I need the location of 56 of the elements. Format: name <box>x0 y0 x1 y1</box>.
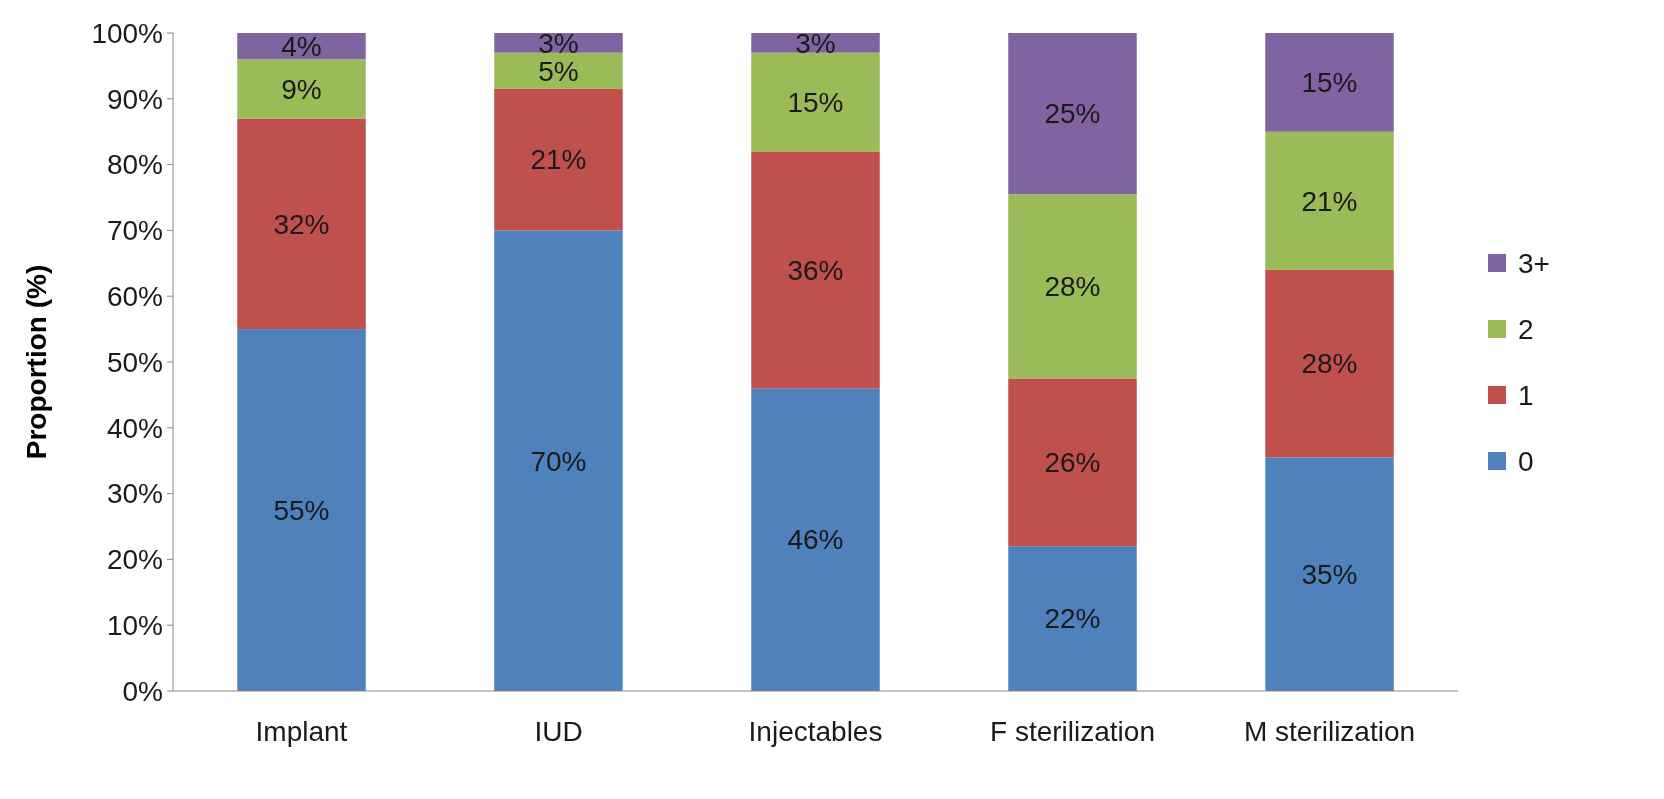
data-label: 9% <box>281 73 322 105</box>
bar <box>237 329 366 691</box>
data-label: 35% <box>1301 559 1358 591</box>
y-tick-label: 60% <box>106 281 163 312</box>
x-tick-label: M sterilization <box>1243 716 1416 747</box>
data-label: 26% <box>1044 447 1101 479</box>
y-tick-label: 0% <box>122 675 163 707</box>
data-label: 3% <box>795 27 836 59</box>
y-tick-label: 10% <box>106 610 163 641</box>
data-label: 36% <box>787 254 844 286</box>
data-label: 15% <box>1301 67 1358 99</box>
x-tick-label: Injectables <box>748 716 883 747</box>
bar <box>237 118 366 330</box>
legend-label: 0 <box>1518 445 1534 477</box>
bar <box>751 388 880 691</box>
data-label: 28% <box>1044 271 1101 303</box>
bar <box>1265 131 1394 270</box>
bar <box>1008 194 1137 379</box>
bar <box>494 230 623 691</box>
y-tick-label: 100% <box>91 17 163 49</box>
y-tick-label: 70% <box>106 215 163 247</box>
data-label: 21% <box>530 144 587 176</box>
bar <box>1265 457 1394 691</box>
data-label: 25% <box>1044 98 1101 130</box>
bar <box>1008 378 1137 547</box>
x-tick-label: IUD <box>534 716 583 747</box>
data-label: 70% <box>530 445 587 477</box>
data-label: 21% <box>1301 185 1358 217</box>
data-label: 4% <box>281 30 322 62</box>
data-label: 46% <box>787 524 844 556</box>
data-label: 15% <box>787 86 844 118</box>
data-label: 28% <box>1301 348 1358 380</box>
y-tick-label: 80% <box>106 149 163 181</box>
bar <box>237 59 366 119</box>
bar <box>1008 33 1137 195</box>
x-tick-label: Implant <box>255 716 348 747</box>
bar <box>494 52 623 89</box>
bar <box>1008 546 1137 691</box>
bar <box>1265 269 1394 458</box>
bar <box>751 52 880 152</box>
y-axis-title: Proportion (%) <box>21 264 52 460</box>
data-label: 22% <box>1044 603 1101 635</box>
y-tick-label: 20% <box>106 544 163 576</box>
bar <box>1265 33 1394 132</box>
y-tick-label: 90% <box>106 83 163 115</box>
y-tick-label: 50% <box>106 346 163 378</box>
y-tick-label: 40% <box>106 412 163 444</box>
legend-label: 3+ <box>1518 247 1550 279</box>
data-label: 55% <box>273 494 330 526</box>
legend-label: 2 <box>1518 313 1534 345</box>
data-label: 32% <box>273 208 330 240</box>
legend-label: 1 <box>1518 379 1534 411</box>
bar <box>751 151 880 389</box>
y-tick-label: 30% <box>106 478 163 510</box>
x-tick-label: F sterilization <box>990 716 1155 747</box>
bar <box>494 88 623 231</box>
